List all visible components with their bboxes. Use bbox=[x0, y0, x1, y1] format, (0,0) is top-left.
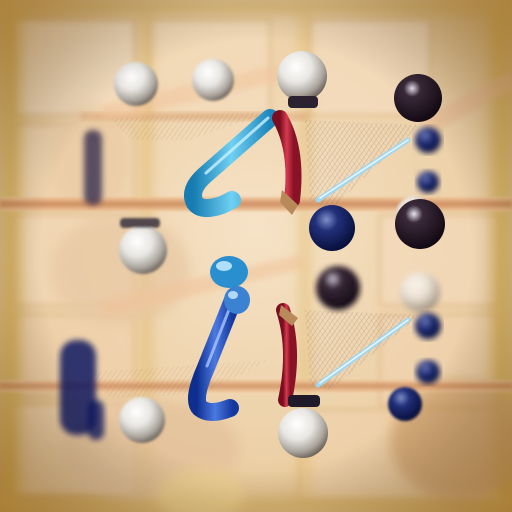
scene-canvas bbox=[0, 0, 512, 512]
vignette bbox=[0, 0, 512, 512]
abstract-bead-composition bbox=[0, 0, 512, 512]
